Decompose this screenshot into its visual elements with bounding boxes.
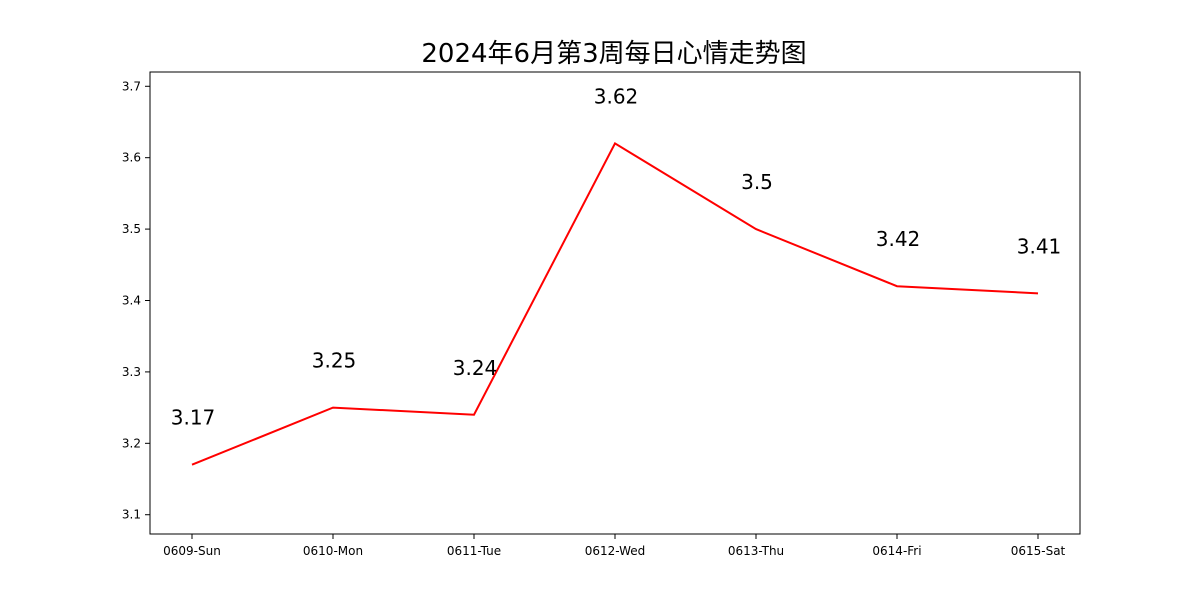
x-tick-label: 0614-Fri <box>872 544 921 558</box>
data-label: 3.25 <box>312 349 357 373</box>
x-tick-label: 0611-Tue <box>447 544 501 558</box>
x-axis-ticks: 0609-Sun 0610-Mon 0611-Tue 0612-Wed 0613-Thu… <box>163 534 1066 558</box>
x-tick-label: 0612-Wed <box>585 544 646 558</box>
data-label: 3.41 <box>1017 234 1062 258</box>
plot-frame <box>149 71 1081 535</box>
x-tick-label: 0609-Sun <box>163 544 221 558</box>
x-tick-label: 0615-Sat <box>1011 544 1066 558</box>
y-tick-label: 3.5 <box>122 222 141 236</box>
y-axis-ticks: 3.1 3.2 3.3 3.4 3.5 3.6 3.7 <box>122 79 150 522</box>
chart-title: 2024年6月第3周每日心情走势图 <box>421 39 807 69</box>
data-label: 3.24 <box>453 356 498 380</box>
data-label: 3.42 <box>876 227 921 251</box>
y-tick-label: 3.6 <box>122 151 141 165</box>
y-tick-label: 3.2 <box>122 436 141 450</box>
data-label: 3.62 <box>594 84 639 108</box>
y-tick-label: 3.1 <box>122 508 141 522</box>
x-tick-label: 0610-Mon <box>303 544 363 558</box>
data-labels: 3.17 3.25 3.24 3.62 3.5 3.42 3.41 <box>171 84 1062 429</box>
series-lines <box>191 141 1039 466</box>
y-tick-label: 3.4 <box>122 294 141 308</box>
x-tick-label: 0613-Thu <box>728 544 784 558</box>
y-tick-label: 3.7 <box>122 79 141 93</box>
series-line <box>191 141 1039 466</box>
data-label: 3.5 <box>741 170 773 194</box>
y-tick-label: 3.3 <box>122 365 141 379</box>
data-label: 3.17 <box>171 406 216 430</box>
